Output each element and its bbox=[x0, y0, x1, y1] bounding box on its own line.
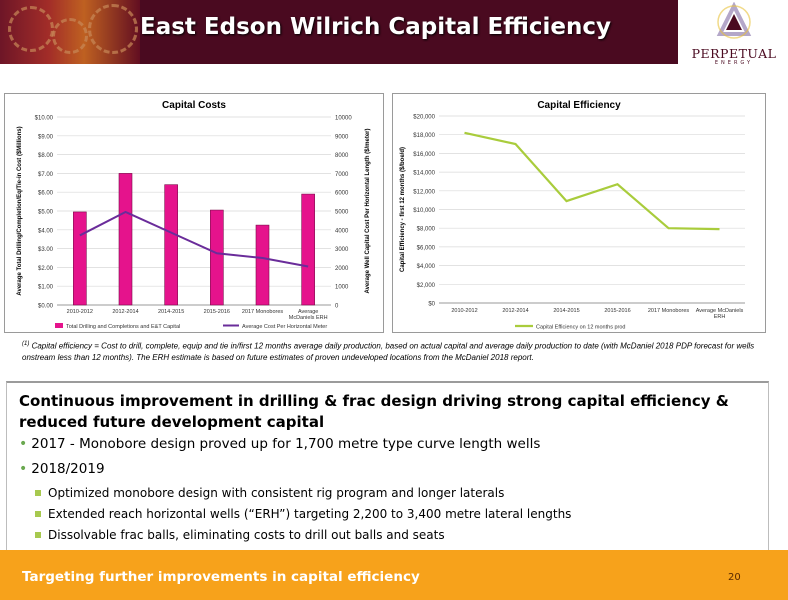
x-tick-label: McDaniels ERH bbox=[289, 315, 328, 321]
y-axis-title: Average Total Drilling/Completion/Eq/Tie… bbox=[17, 126, 23, 295]
company-logo: PERPETUAL ENERGY bbox=[680, 1, 788, 68]
y2-tick-label: 5000 bbox=[335, 210, 349, 216]
y2-tick-label: 9000 bbox=[335, 134, 349, 140]
sub-bullet-text: Dissolvable frac balls, eliminating cost… bbox=[48, 528, 445, 542]
footnote-marker: (1) bbox=[22, 341, 30, 347]
capital-costs-chart-title: Capital Costs bbox=[162, 100, 226, 111]
y-tick-label: $12,000 bbox=[413, 189, 435, 195]
y-tick-label: $6,000 bbox=[417, 245, 436, 251]
y-tick-label: $8.00 bbox=[38, 153, 54, 159]
y-tick-label: $2,000 bbox=[417, 283, 436, 289]
x-tick-label: 2014-2015 bbox=[553, 308, 579, 314]
bar bbox=[73, 211, 87, 306]
slide-title: East Edson Wilrich Capital Efficiency bbox=[140, 14, 611, 40]
y2-tick-label: 3000 bbox=[335, 247, 349, 253]
bar bbox=[255, 224, 270, 306]
x-tick-label: 2017 Monobores bbox=[648, 308, 690, 314]
y-tick-label: $3.00 bbox=[38, 247, 54, 253]
square-bullet-icon bbox=[35, 531, 41, 538]
page-number: 20 bbox=[728, 572, 741, 583]
bullet-text: 2017 - Monobore design proved up for 1,7… bbox=[31, 436, 541, 452]
bullet-dot-icon: • bbox=[19, 436, 28, 452]
y-tick-label: $2.00 bbox=[38, 266, 54, 272]
y2-tick-label: 1000 bbox=[335, 285, 349, 291]
y2-tick-label: 4000 bbox=[335, 228, 349, 234]
logo-sub: ENERGY bbox=[714, 60, 754, 66]
y-axis-title: Capital Efficiency - first 12 months ($/… bbox=[400, 147, 406, 272]
x-tick-label: 2014-2015 bbox=[158, 309, 184, 315]
logo-name: PERPETUAL bbox=[691, 46, 777, 61]
sub-bullet-text: Optimized monobore design with consisten… bbox=[48, 486, 505, 500]
legend-label: Average Cost Per Horizontal Meter bbox=[242, 324, 327, 330]
x-tick-label: 2010-2012 bbox=[67, 309, 93, 315]
y2-tick-label: 7000 bbox=[335, 172, 349, 178]
y2-tick-label: 0 bbox=[335, 304, 339, 310]
y-tick-label: $10,000 bbox=[413, 208, 435, 214]
y2-axis-title: Average Well Capital Cost Per Horizontal… bbox=[365, 128, 371, 293]
capital-efficiency-chart-title: Capital Efficiency bbox=[537, 100, 621, 111]
capital-efficiency-line bbox=[464, 131, 720, 231]
footnote-text: Capital efficiency = Cost to drill, comp… bbox=[22, 341, 755, 362]
square-bullet-icon bbox=[35, 489, 41, 496]
capital-efficiency-chart: $0 $2,000 $4,000 $6,000 $8,000 $10,000 $12,000… bbox=[400, 115, 745, 331]
x-tick-label: 2017 Monobores bbox=[242, 309, 284, 315]
sub-bullet-item: Extended reach horizontal wells (“ERH”) … bbox=[35, 507, 571, 521]
y2-tick-label: 6000 bbox=[335, 191, 349, 197]
sub-bullet-text: Extended reach horizontal wells (“ERH”) … bbox=[48, 507, 572, 521]
bullet-item: • 2017 - Monobore design proved up for 1,… bbox=[19, 436, 540, 452]
legend-label: Total Drilling and Completions and E&T C… bbox=[66, 324, 180, 330]
bullet-text: 2018/2019 bbox=[31, 461, 105, 477]
x-tick-label: 2015-2016 bbox=[204, 309, 230, 315]
y-tick-label: $4.00 bbox=[38, 228, 54, 234]
y-tick-label: $16,000 bbox=[413, 152, 435, 158]
key-points-box: Continuous improvement in drilling & fra… bbox=[6, 381, 769, 551]
footer-tagline: Targeting further improvements in capita… bbox=[22, 569, 420, 585]
y-tick-label: $7.00 bbox=[38, 172, 54, 178]
x-tick-label: 2015-2016 bbox=[604, 308, 630, 314]
y-tick-label: $14,000 bbox=[413, 171, 435, 177]
y-tick-label: $18,000 bbox=[413, 133, 435, 139]
x-tick-label: ERH bbox=[714, 314, 726, 320]
legend-swatch-bar bbox=[55, 323, 63, 328]
y-tick-label: $4,000 bbox=[417, 264, 436, 270]
y-tick-label: $0.00 bbox=[38, 304, 54, 310]
x-tick-label: 2012-2014 bbox=[112, 309, 138, 315]
y-tick-label: $1.00 bbox=[38, 285, 54, 291]
y2-tick-label: 10000 bbox=[335, 116, 352, 122]
bar bbox=[210, 209, 224, 306]
x-tick-label: Average bbox=[298, 309, 318, 315]
y-tick-label: $8,000 bbox=[417, 227, 436, 233]
bar bbox=[118, 173, 133, 306]
sub-bullet-item: Optimized monobore design with consisten… bbox=[35, 486, 504, 500]
x-tick-label: Average McDaniels bbox=[696, 308, 744, 314]
capital-costs-chart: $0.00 $1.00 $2.00 $3.00 $4.00 $5.00 $6.00 $7.00… bbox=[17, 116, 371, 331]
capital-efficiency-chart-panel: Capital Efficiency $0 $2,000 $4,000 $6,000 $… bbox=[392, 93, 766, 333]
capital-costs-chart-panel: Capital Costs $0.00 $1.00 $2.00 $3.00 $4.00 $… bbox=[4, 93, 384, 333]
slide-header: East Edson Wilrich Capital Efficiency PE… bbox=[0, 0, 788, 66]
bullet-item: • 2018/2019 bbox=[19, 461, 105, 477]
x-tick-label: 2012-2014 bbox=[502, 308, 528, 314]
logo-mark-icon bbox=[716, 1, 752, 39]
y-tick-label: $0 bbox=[428, 302, 435, 308]
sub-bullet-item: Dissolvable frac balls, eliminating cost… bbox=[35, 528, 445, 542]
x-tick-label: 2010-2012 bbox=[451, 308, 477, 314]
y-tick-label: $20,000 bbox=[413, 115, 435, 121]
y2-tick-label: 8000 bbox=[335, 153, 349, 159]
y2-tick-label: 2000 bbox=[335, 266, 349, 272]
y-tick-label: $9.00 bbox=[38, 134, 54, 140]
legend-label: Capital Efficiency on 12 months prod bbox=[536, 325, 625, 331]
slide-footer: Targeting further improvements in capita… bbox=[0, 550, 788, 600]
y-tick-label: $5.00 bbox=[38, 210, 54, 216]
bar bbox=[301, 193, 315, 306]
bullet-dot-icon: • bbox=[19, 461, 28, 477]
y-tick-label: $6.00 bbox=[38, 191, 54, 197]
cost-per-meter-line bbox=[79, 210, 309, 268]
title-banner: East Edson Wilrich Capital Efficiency bbox=[0, 0, 678, 64]
y-tick-label: $10.00 bbox=[35, 116, 54, 122]
bar bbox=[164, 184, 178, 306]
square-bullet-icon bbox=[35, 510, 41, 517]
machinery-photo bbox=[0, 0, 140, 64]
footnote: (1) Capital efficiency = Cost to drill, … bbox=[22, 339, 757, 363]
lead-statement: Continuous improvement in drilling & fra… bbox=[19, 392, 729, 431]
